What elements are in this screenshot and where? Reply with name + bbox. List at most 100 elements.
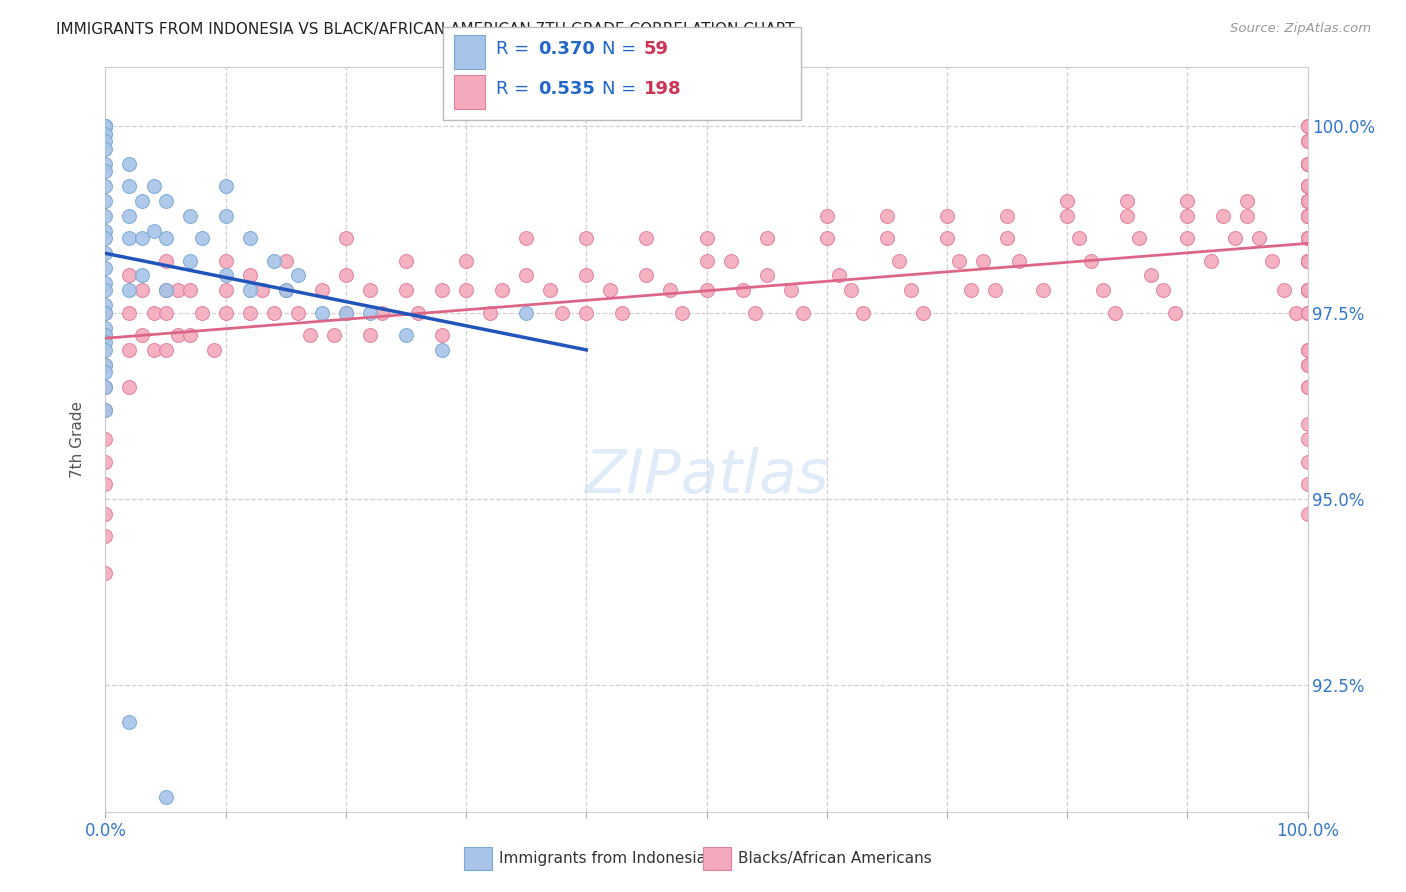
Point	[479, 306, 502, 320]
Point	[972, 253, 994, 268]
Point	[1296, 120, 1319, 134]
Point	[239, 306, 262, 320]
Point	[1296, 306, 1319, 320]
Point	[118, 209, 141, 223]
Point	[311, 284, 333, 298]
Point	[131, 328, 153, 343]
Point	[1236, 194, 1258, 208]
Point	[575, 231, 598, 245]
Point	[94, 529, 117, 543]
Point	[142, 179, 165, 194]
Point	[720, 253, 742, 268]
Point	[94, 566, 117, 581]
Point	[1296, 157, 1319, 171]
Point	[118, 380, 141, 394]
Point	[1069, 231, 1091, 245]
Point	[94, 477, 117, 491]
Point	[94, 298, 117, 312]
Point	[214, 253, 236, 268]
Point	[960, 284, 983, 298]
Point	[179, 209, 201, 223]
Point	[94, 224, 117, 238]
Point	[1128, 231, 1150, 245]
Point	[214, 306, 236, 320]
Point	[1296, 231, 1319, 245]
Point	[815, 231, 838, 245]
Point	[1296, 157, 1319, 171]
Point	[1164, 306, 1187, 320]
Point	[1296, 209, 1319, 223]
Point	[1296, 231, 1319, 245]
Point	[359, 306, 381, 320]
Point	[612, 306, 634, 320]
Point	[118, 284, 141, 298]
Point	[1296, 179, 1319, 194]
Point	[94, 455, 117, 469]
Point	[1296, 179, 1319, 194]
Point	[166, 284, 188, 298]
Point	[1296, 433, 1319, 447]
Point	[1296, 417, 1319, 432]
Point	[1080, 253, 1102, 268]
Point	[1296, 231, 1319, 245]
Text: R =: R =	[496, 40, 536, 58]
Point	[1175, 231, 1198, 245]
Point	[287, 268, 309, 283]
Text: 59: 59	[644, 40, 669, 58]
Point	[94, 343, 117, 357]
Point	[1296, 343, 1319, 357]
Point	[1296, 120, 1319, 134]
Point	[1296, 209, 1319, 223]
Point	[984, 284, 1007, 298]
Point	[430, 284, 453, 298]
Point	[430, 343, 453, 357]
Point	[1296, 179, 1319, 194]
Point	[1296, 284, 1319, 298]
Point	[94, 120, 117, 134]
Point	[1152, 284, 1174, 298]
Point	[755, 231, 778, 245]
Point	[852, 306, 875, 320]
Point	[1296, 194, 1319, 208]
Point	[659, 284, 682, 298]
Point	[94, 380, 117, 394]
Text: ZIPatlas: ZIPatlas	[585, 447, 828, 506]
Point	[94, 276, 117, 290]
Point	[1296, 135, 1319, 149]
Point	[792, 306, 814, 320]
Point	[94, 358, 117, 372]
Point	[371, 306, 394, 320]
Point	[515, 306, 537, 320]
Point	[94, 433, 117, 447]
Point	[1296, 179, 1319, 194]
Point	[1296, 157, 1319, 171]
Point	[395, 328, 418, 343]
Point	[118, 343, 141, 357]
Point	[1104, 306, 1126, 320]
Point	[1296, 284, 1319, 298]
Point	[779, 284, 801, 298]
Point	[94, 306, 117, 320]
Point	[696, 231, 718, 245]
Point	[815, 209, 838, 223]
Point	[731, 284, 754, 298]
Point	[575, 268, 598, 283]
Point	[828, 268, 851, 283]
Point	[118, 231, 141, 245]
Point	[395, 284, 418, 298]
Point	[575, 306, 598, 320]
Point	[94, 358, 117, 372]
Point	[1296, 253, 1319, 268]
Point	[1296, 306, 1319, 320]
Point	[94, 328, 117, 343]
Point	[94, 402, 117, 417]
Text: 0.370: 0.370	[538, 40, 595, 58]
Point	[359, 328, 381, 343]
Point	[155, 306, 177, 320]
Point	[876, 231, 898, 245]
Point	[454, 284, 477, 298]
Point	[1296, 231, 1319, 245]
Point	[142, 224, 165, 238]
Point	[94, 380, 117, 394]
Point	[636, 231, 658, 245]
